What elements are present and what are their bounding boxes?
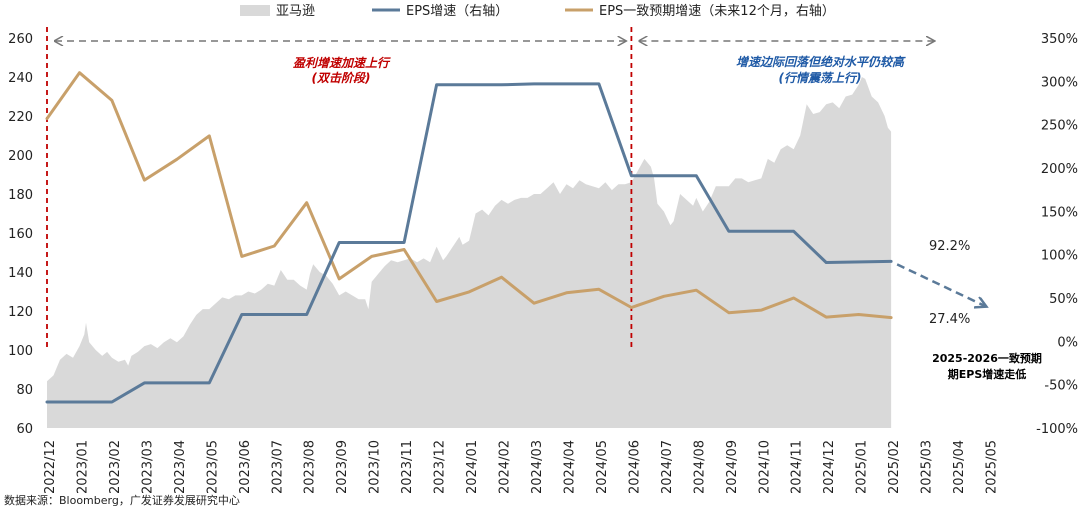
y-right-tick-3: 50% [1049, 292, 1078, 307]
y-left-tick-120: 120 [8, 305, 33, 320]
end-label-eps-growth: 92.2% [929, 239, 970, 254]
y-left-tick-140: 140 [8, 266, 33, 281]
x-tick-23: 2024/11 [790, 440, 805, 494]
x-tick-4: 2023/04 [173, 440, 188, 494]
x-tick-28: 2025/04 [952, 440, 967, 494]
x-tick-24: 2024/12 [822, 440, 837, 494]
y-right-tick-1: -50% [1044, 379, 1078, 394]
x-tick-16: 2024/04 [562, 440, 577, 494]
x-tick-10: 2023/10 [368, 440, 383, 494]
x-tick-14: 2024/02 [498, 440, 513, 494]
x-tick-22: 2024/10 [757, 440, 772, 494]
y-left-tick-200: 200 [8, 149, 33, 164]
x-tick-26: 2025/02 [887, 440, 902, 494]
annotation-note-line1: 2025-2026一致预期 [932, 351, 1042, 365]
x-tick-11: 2023/11 [400, 440, 415, 494]
x-tick-12: 2023/12 [433, 440, 448, 494]
annotation-note-line2: 期EPS增速走低 [948, 367, 1027, 381]
annotation-phase2-line2: (行情震荡上行) [779, 71, 862, 85]
legend-label-eps-growth: EPS增速（右轴） [406, 4, 508, 19]
y-left-tick-160: 160 [8, 227, 33, 242]
x-tick-15: 2024/03 [530, 440, 545, 494]
y-right-tick-9: 350% [1041, 32, 1078, 47]
y-left-tick-60: 60 [16, 422, 33, 437]
x-tick-9: 2023/09 [335, 440, 350, 494]
x-tick-8: 2023/08 [303, 440, 318, 494]
price-area [47, 77, 892, 428]
y-right-tick-8: 300% [1041, 75, 1078, 90]
y-right-tick-4: 100% [1041, 249, 1078, 264]
y-right-tick-7: 250% [1041, 119, 1078, 134]
x-tick-17: 2024/05 [595, 440, 610, 494]
source-note: 数据来源：Bloomberg，广发证券发展研究中心 [4, 493, 240, 507]
x-tick-19: 2024/07 [660, 440, 675, 494]
x-tick-7: 2023/07 [270, 440, 285, 494]
y-left-tick-260: 260 [8, 32, 33, 47]
x-tick-3: 2023/03 [140, 440, 155, 494]
eps-forecast-line [45, 71, 893, 320]
x-tick-0: 2022/12 [43, 440, 58, 494]
eps-growth-line [45, 82, 893, 404]
x-tick-2: 2023/02 [108, 440, 123, 494]
x-tick-25: 2025/01 [855, 440, 870, 494]
legend-swatch-price [240, 5, 270, 16]
y-left-tick-80: 80 [16, 383, 33, 398]
eps-growth-projection-arrow [896, 263, 985, 306]
y-right-tick-5: 150% [1041, 205, 1078, 220]
legend-label-eps-forecast: EPS一致预期增速（未来12个月，右轴） [599, 4, 835, 19]
legend-label-price: 亚马逊 [276, 4, 315, 19]
y-right-tick-6: 200% [1041, 162, 1078, 177]
x-tick-6: 2023/06 [238, 440, 253, 494]
y-right-tick-2: 0% [1057, 335, 1078, 350]
annotation-phase1-line1: 盈利增速加速上行 [293, 56, 391, 70]
x-tick-29: 2025/05 [985, 440, 1000, 494]
y-left-tick-100: 100 [8, 344, 33, 359]
annotation-phase1-line2: (双击阶段) [312, 71, 371, 85]
plot-area: 60 80 100 120 140 160 180 200 220 240 260 -100% -50%… [8, 27, 1078, 494]
legend: 亚马逊 EPS增速（右轴） EPS一致预期增速（未来12个月，右轴） [240, 4, 835, 19]
y-left-tick-220: 220 [8, 110, 33, 125]
x-tick-5: 2023/05 [205, 440, 220, 494]
y-left-tick-180: 180 [8, 188, 33, 203]
x-tick-21: 2024/09 [725, 440, 740, 494]
x-tick-20: 2024/08 [692, 440, 707, 494]
x-tick-13: 2024/01 [465, 440, 480, 494]
x-tick-1: 2023/01 [75, 440, 90, 494]
x-tick-18: 2024/06 [627, 440, 642, 494]
y-right-tick-0: -100% [1036, 422, 1078, 437]
y-left-tick-240: 240 [8, 71, 33, 86]
end-label-eps-forecast: 27.4% [929, 312, 970, 327]
annotation-phase2-line1: 增速边际回落但绝对水平仍较高 [736, 55, 906, 69]
x-tick-27: 2025/03 [920, 440, 935, 494]
annotations: 盈利增速加速上行 (双击阶段) 增速边际回落但绝对水平仍较高 (行情震荡上行) … [4, 55, 1042, 507]
